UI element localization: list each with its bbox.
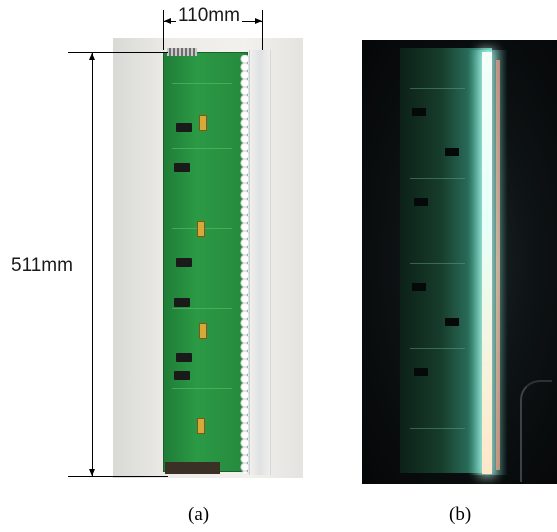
height-dimension-label: 511mm — [10, 255, 74, 276]
ic-chip — [176, 353, 192, 362]
width-extension-left — [163, 10, 164, 50]
pcb-board-a — [163, 52, 248, 472]
width-extension-right — [262, 10, 263, 50]
width-dimension-label: 110mm — [176, 5, 242, 26]
ic-chip — [445, 318, 459, 326]
pin-header-connector — [167, 48, 197, 56]
height-extension-bottom — [68, 476, 168, 477]
caption-b: (b) — [449, 504, 472, 525]
ic-chip — [176, 258, 192, 267]
cable-b — [520, 380, 552, 482]
ic-chip — [174, 298, 190, 307]
led-strip-a — [238, 55, 252, 473]
ic-chip — [412, 108, 426, 116]
component — [197, 418, 205, 434]
height-extension-top — [68, 52, 168, 53]
height-dimension-line — [92, 53, 93, 476]
caption-a: (a) — [188, 504, 210, 525]
acrylic-light-guide-a — [249, 50, 271, 475]
ic-chip — [414, 198, 428, 206]
component — [197, 221, 205, 237]
ic-chip — [174, 371, 190, 380]
board-base-a — [165, 462, 220, 474]
ic-chip — [176, 123, 192, 132]
arrow-right-icon — [255, 18, 262, 24]
led-light-bar-b — [482, 52, 492, 474]
ic-chip — [412, 283, 426, 291]
component — [199, 115, 207, 131]
component — [199, 323, 207, 339]
ic-chip — [174, 163, 190, 172]
acrylic-edge-b — [496, 60, 500, 470]
arrow-down-icon — [89, 469, 95, 476]
arrow-up-icon — [89, 53, 95, 60]
arrow-left-icon — [164, 18, 171, 24]
ic-chip — [414, 368, 428, 376]
ic-chip — [445, 148, 459, 156]
